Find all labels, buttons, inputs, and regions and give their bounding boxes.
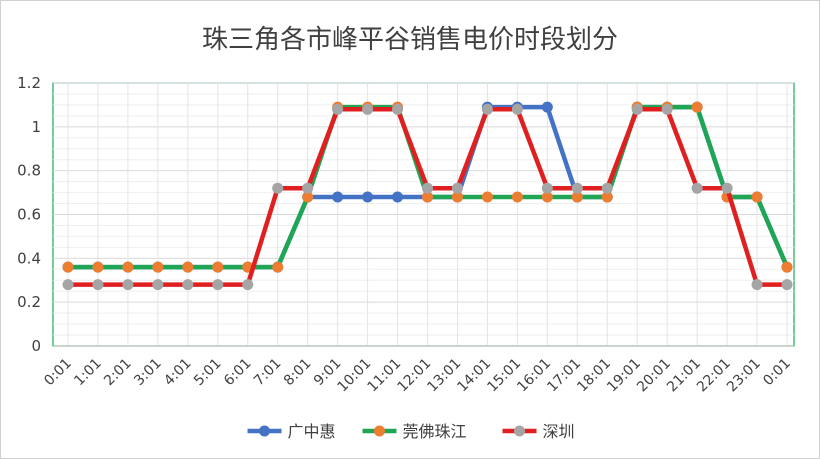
data-point — [272, 182, 284, 194]
legend-swatch-marker — [259, 425, 270, 437]
data-point — [362, 103, 374, 115]
series-group — [62, 101, 793, 291]
data-point — [62, 279, 74, 291]
data-point — [511, 103, 523, 115]
data-point — [272, 261, 284, 273]
data-point — [212, 261, 224, 273]
data-point — [691, 101, 703, 113]
data-point — [302, 191, 314, 203]
x-tick-label: 10:01 — [335, 356, 375, 396]
data-point — [481, 103, 493, 115]
x-tick-label: 20:01 — [634, 356, 674, 396]
x-tick-label: 0:01 — [760, 356, 794, 390]
x-tick-label: 14:01 — [454, 356, 494, 396]
legend: 广中惠 莞佛珠江 深圳 — [247, 422, 575, 441]
x-tick-label: 8:01 — [281, 356, 315, 390]
data-point — [721, 182, 733, 194]
y-tick-label: 0.4 — [17, 249, 41, 267]
data-point — [541, 191, 553, 203]
data-point — [362, 191, 374, 203]
legend-label: 莞佛珠江 — [403, 422, 467, 441]
data-point — [571, 182, 583, 194]
data-point — [751, 279, 763, 291]
x-tick-label: 22:01 — [694, 356, 734, 396]
x-tick-label: 17:01 — [544, 356, 584, 396]
x-tick-label: 19:01 — [604, 356, 644, 396]
data-point — [152, 279, 164, 291]
data-point — [481, 191, 493, 203]
data-point — [541, 101, 553, 113]
data-point — [62, 261, 74, 273]
legend-swatch-marker — [514, 425, 525, 437]
x-tick-label: 1:01 — [71, 356, 105, 390]
data-point — [122, 279, 134, 291]
x-tick-label: 21:01 — [664, 356, 704, 396]
data-point — [751, 191, 763, 203]
data-point — [601, 182, 613, 194]
data-point — [511, 191, 523, 203]
data-point — [332, 191, 344, 203]
legend-item: 广中惠 — [247, 422, 336, 441]
x-tick-label: 5:01 — [191, 356, 225, 390]
data-point — [781, 279, 793, 291]
data-point — [781, 261, 793, 273]
y-tick-label: 0.2 — [17, 293, 41, 311]
data-point — [242, 279, 254, 291]
data-point — [92, 261, 104, 273]
x-tick-label: 7:01 — [251, 356, 285, 390]
x-tick-label: 15:01 — [484, 356, 524, 396]
x-tick-label: 23:01 — [724, 356, 764, 396]
x-tick-label: 6:01 — [221, 356, 255, 390]
legend-item: 深圳 — [502, 422, 575, 441]
data-point — [601, 191, 613, 203]
x-tick-label: 4:01 — [161, 356, 195, 390]
axes: 00.20.40.60.811.20:011:012:013:014:015:0… — [17, 74, 794, 395]
legend-label: 广中惠 — [288, 422, 336, 441]
data-point — [541, 182, 553, 194]
y-tick-label: 0.8 — [17, 162, 41, 180]
data-point — [422, 191, 433, 203]
x-tick-label: 3:01 — [131, 356, 165, 390]
data-point — [661, 103, 673, 115]
data-point — [451, 191, 463, 203]
x-tick-label: 11:01 — [365, 356, 405, 396]
legend-label: 深圳 — [543, 422, 575, 441]
x-tick-label: 2:01 — [101, 356, 135, 390]
data-point — [152, 261, 164, 273]
data-point — [392, 103, 404, 115]
data-point — [422, 182, 433, 194]
data-point — [691, 182, 703, 194]
data-point — [182, 279, 194, 291]
x-tick-label: 12:01 — [394, 356, 434, 396]
data-point — [571, 191, 583, 203]
data-point — [631, 103, 643, 115]
data-point — [302, 182, 314, 194]
data-point — [92, 279, 104, 291]
data-point — [182, 261, 194, 273]
grid — [52, 82, 795, 347]
data-point — [122, 261, 134, 273]
x-tick-label: 13:01 — [424, 356, 464, 396]
legend-item: 莞佛珠江 — [362, 422, 467, 441]
data-point — [332, 103, 344, 115]
chart-title: 珠三角各市峰平谷销售电价时段划分 — [202, 25, 618, 55]
x-tick-label: 18:01 — [574, 356, 614, 396]
y-tick-label: 1 — [31, 118, 41, 136]
y-tick-label: 0.6 — [17, 206, 41, 224]
series-3 — [62, 103, 793, 291]
legend-swatch-marker — [374, 425, 385, 437]
y-tick-label: 0 — [31, 337, 41, 355]
x-tick-label: 0:01 — [41, 356, 75, 390]
data-point — [212, 279, 224, 291]
data-point — [392, 191, 404, 203]
x-tick-label: 16:01 — [514, 356, 554, 396]
y-tick-label: 1.2 — [17, 74, 41, 92]
data-point — [451, 182, 463, 194]
